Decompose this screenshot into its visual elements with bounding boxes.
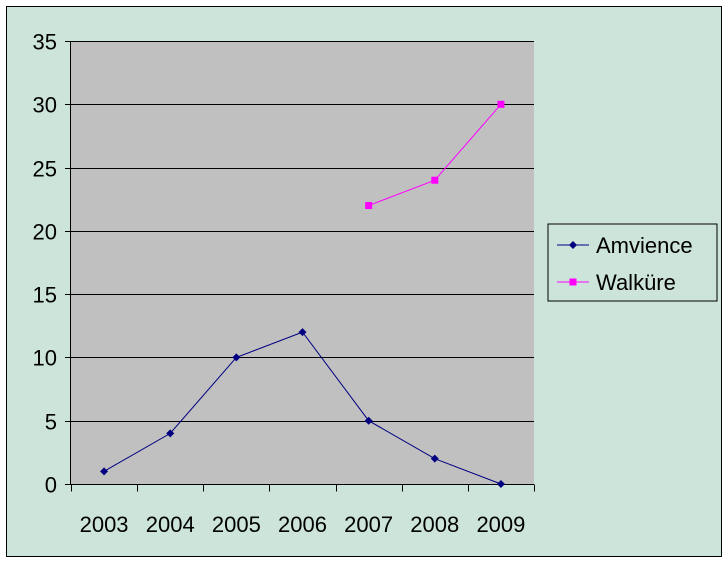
x-tick-label: 2009 [476, 512, 525, 537]
legend-marker [569, 278, 577, 286]
data-point [496, 480, 505, 488]
series-0 [100, 328, 505, 488]
x-tick-label: 2007 [344, 512, 393, 537]
data-point [100, 467, 109, 476]
data-point [365, 202, 373, 210]
y-tick-label: 10 [33, 346, 57, 371]
y-tick-label: 0 [45, 473, 57, 498]
x-tick-label: 2008 [410, 512, 459, 537]
data-point [431, 176, 439, 184]
data-point [497, 100, 505, 108]
x-tick-label: 2005 [212, 512, 261, 537]
data-point [298, 328, 307, 337]
y-tick-label: 25 [33, 157, 57, 182]
x-tick-label: 2004 [146, 512, 195, 537]
x-tick-label: 2006 [278, 512, 327, 537]
legend-label: Amvience [596, 233, 693, 258]
y-tick-label: 20 [33, 220, 57, 245]
data-point [232, 353, 241, 362]
plot-area [71, 41, 534, 484]
gridlines [71, 41, 534, 422]
series [100, 100, 505, 488]
data-point [430, 454, 439, 463]
series-1 [365, 100, 505, 210]
y-tick-label: 30 [33, 93, 57, 118]
legend-label: Walküre [596, 270, 676, 295]
y-tick-label: 15 [33, 283, 57, 308]
data-point [166, 429, 175, 438]
axes: 0 5 10 15 20 25 30 35 2003 2004 2005 2006 2007 2008 20… [33, 30, 535, 537]
data-point [364, 416, 373, 425]
x-tick-label: 2003 [80, 512, 129, 537]
legend-marker [569, 241, 577, 249]
legend-box [547, 223, 718, 302]
legend: Amvience Walküre [547, 223, 718, 302]
y-tick-label: 5 [45, 410, 57, 435]
y-tick-label: 35 [33, 30, 57, 55]
